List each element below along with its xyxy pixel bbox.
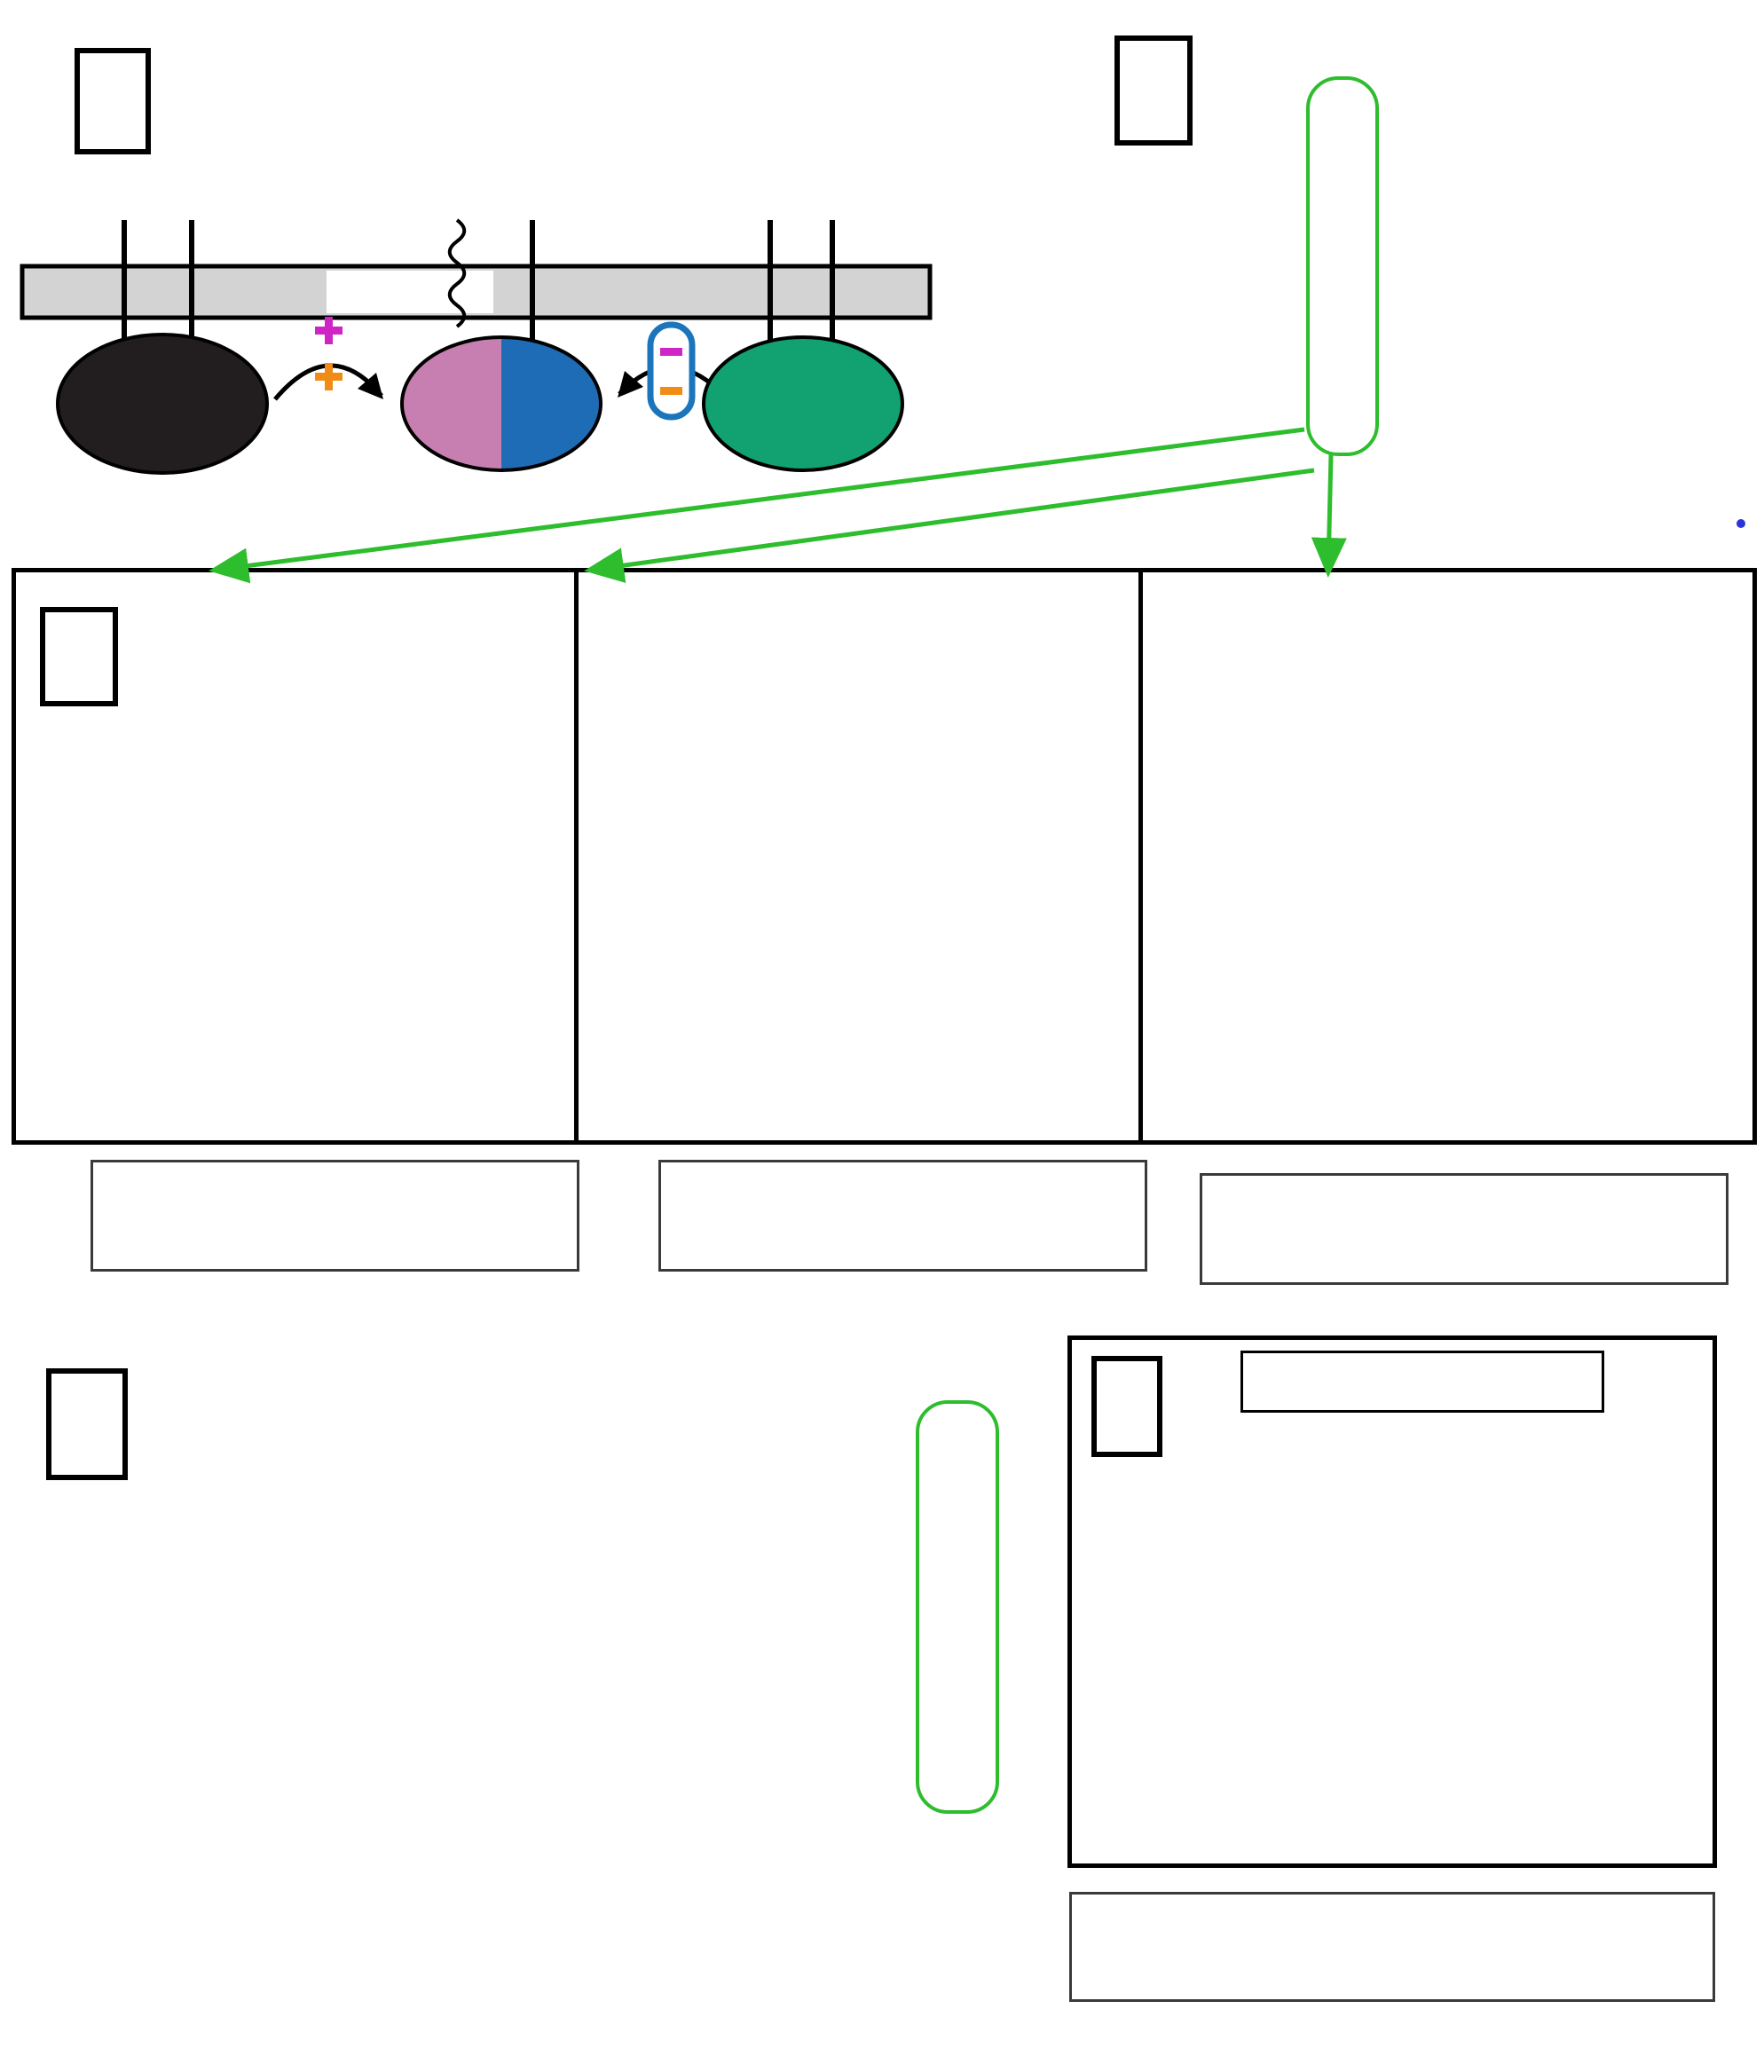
inhibition-arrowhead: [618, 371, 643, 398]
magenta-minus-icon: [660, 348, 682, 356]
magenta-plus-icon: [315, 317, 343, 344]
orange-plus-icon: [315, 363, 343, 390]
panel-c-letter: [40, 607, 118, 706]
panel-e-letter: [1091, 1356, 1162, 1457]
panel-a-letter: [75, 48, 151, 154]
panel-d-letter: [46, 1368, 128, 1480]
inactivator-ellipse: [702, 335, 904, 472]
membrane-gap: [327, 271, 493, 313]
ts2-ytick-labels: [607, 1144, 651, 1288]
panel-b-ytick-labels: [992, 10, 1067, 525]
panel-b-highlight-box: [1306, 76, 1379, 456]
panel-e-annotation-box: [1240, 1351, 1604, 1413]
panel-d-highlight-box: [916, 1400, 999, 1814]
target-ellipse-pink-half: [402, 337, 501, 470]
target-ellipse-blue-half: [501, 337, 601, 470]
activation-arrowhead: [358, 373, 383, 399]
squiggle-tether: [447, 218, 467, 328]
panel-d-ytick-labels: [256, 1367, 332, 1920]
panel-c3-lattice: [1143, 572, 1752, 1140]
ts2-canvas: [661, 1162, 1145, 1269]
tse-ytick-labels: [1019, 1878, 1063, 2016]
ts1-canvas: [93, 1162, 577, 1269]
ts1-ytick-labels: [39, 1144, 83, 1288]
panel-c2-lattice: [579, 572, 1141, 1140]
panel-a-schematic: [20, 218, 933, 475]
ts3-canvas: [1202, 1176, 1726, 1282]
inhibition-pill: [647, 321, 696, 421]
ts3-ytick-labels: [1148, 1157, 1193, 1301]
activator-ellipse: [56, 333, 269, 475]
panel-b-letter: [1114, 35, 1193, 146]
orange-minus-icon: [660, 387, 682, 395]
receptor-stems: [122, 220, 835, 344]
